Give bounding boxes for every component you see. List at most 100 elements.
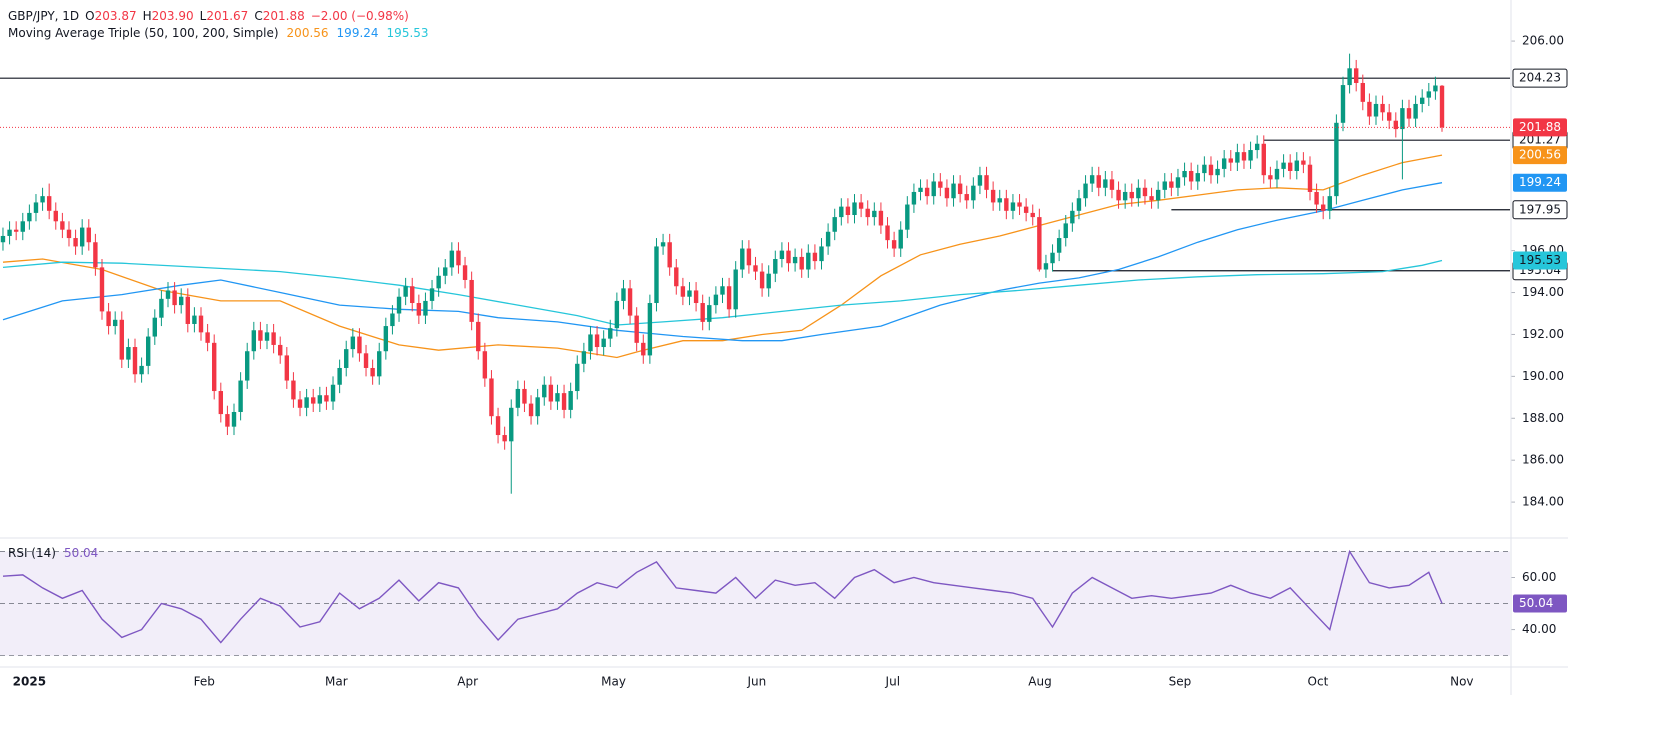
candle-body bbox=[819, 246, 824, 262]
candle-body bbox=[759, 271, 765, 289]
candle-body bbox=[885, 225, 890, 241]
candle-body bbox=[205, 332, 210, 343]
candle-body bbox=[1241, 152, 1247, 161]
candle-body bbox=[568, 391, 573, 410]
candle-body bbox=[106, 311, 111, 327]
candle-body bbox=[172, 290, 177, 306]
candle-body bbox=[647, 303, 653, 356]
candle-body bbox=[786, 250, 791, 264]
candle-body bbox=[779, 250, 785, 260]
candle-body bbox=[898, 229, 903, 249]
price-tick-label: 186.00 bbox=[1522, 453, 1564, 467]
candle-body bbox=[251, 330, 257, 352]
candle-body bbox=[542, 384, 547, 398]
candle-body bbox=[112, 319, 118, 327]
candle-body bbox=[423, 300, 428, 316]
candle-body bbox=[627, 288, 633, 316]
candle-body bbox=[693, 290, 699, 304]
ohlc-letter: H bbox=[143, 9, 152, 23]
candle-body bbox=[370, 367, 375, 377]
candle-body bbox=[1136, 187, 1141, 199]
candle-body bbox=[1155, 189, 1161, 201]
time-tick-label: 2025 bbox=[13, 675, 46, 689]
price-label-box bbox=[1513, 118, 1567, 137]
price-tick-label: 194.00 bbox=[1522, 285, 1564, 299]
ohlc-value: 203.90 bbox=[152, 9, 194, 23]
candle-body bbox=[1380, 103, 1385, 113]
candle-body bbox=[509, 407, 514, 442]
candle-body bbox=[634, 315, 639, 343]
price-tick-label: 184.00 bbox=[1522, 495, 1564, 509]
ma-value: 200.56 bbox=[287, 26, 329, 40]
candle-body bbox=[245, 351, 250, 381]
candle-body bbox=[1228, 158, 1233, 163]
candle-body bbox=[231, 411, 237, 427]
moving-average-line bbox=[2, 154, 1443, 359]
candle-body bbox=[1261, 143, 1266, 176]
ohlc-value: 201.67 bbox=[206, 9, 248, 23]
candle-body bbox=[905, 204, 910, 230]
candle-body bbox=[1221, 158, 1227, 169]
price-label: 50.04 bbox=[1519, 596, 1553, 610]
candle-body bbox=[594, 334, 600, 348]
ohlc-letter: O bbox=[85, 9, 94, 23]
candle-body bbox=[159, 298, 164, 318]
candle-body bbox=[337, 367, 342, 385]
candle-body bbox=[1413, 103, 1418, 119]
candle-body bbox=[1182, 170, 1187, 178]
time-tick-label: Sep bbox=[1169, 675, 1192, 689]
candle-body bbox=[1162, 181, 1167, 190]
candle-body bbox=[1129, 191, 1134, 199]
candle-body bbox=[330, 384, 336, 402]
candle-body bbox=[660, 242, 666, 247]
symbol-legend: GBP/JPY, 1D O203.87 H203.90 L201.67 C201.88−… bbox=[8, 9, 409, 23]
candle-body bbox=[258, 330, 263, 341]
candle-body bbox=[964, 194, 969, 201]
candle-body bbox=[1433, 85, 1438, 92]
candle-body bbox=[872, 210, 877, 218]
candle-body bbox=[1367, 101, 1372, 117]
candle-body bbox=[535, 397, 540, 417]
candle-body bbox=[33, 202, 39, 213]
moving-average-line bbox=[2, 182, 1443, 342]
candle-body bbox=[1056, 238, 1062, 253]
candle-body bbox=[291, 380, 296, 400]
candle-body bbox=[179, 296, 184, 306]
candle-body bbox=[944, 187, 950, 199]
candle-body bbox=[1070, 210, 1075, 224]
candle-body bbox=[720, 286, 725, 295]
candle-body bbox=[1340, 85, 1346, 123]
candle-body bbox=[99, 267, 105, 312]
candle-body bbox=[165, 290, 171, 299]
candle-body bbox=[792, 256, 798, 264]
candle-body bbox=[608, 328, 613, 339]
candle-body bbox=[1274, 168, 1280, 180]
candle-body bbox=[1334, 122, 1339, 197]
ma-value: 199.24 bbox=[337, 26, 379, 40]
candle-body bbox=[548, 384, 554, 402]
candle-body bbox=[198, 315, 204, 333]
candle-body bbox=[238, 380, 243, 412]
candle-body bbox=[1142, 187, 1148, 197]
ohlc-letter: C bbox=[254, 9, 262, 23]
candle-body bbox=[733, 269, 738, 310]
candle-body bbox=[1063, 223, 1068, 239]
candle-body bbox=[79, 227, 85, 247]
candle-body bbox=[1023, 206, 1029, 213]
candle-body bbox=[324, 395, 329, 402]
candle-body bbox=[0, 235, 6, 243]
candle-body bbox=[1426, 91, 1432, 98]
candle-body bbox=[1030, 212, 1035, 218]
candle-body bbox=[1116, 189, 1121, 201]
candle-body bbox=[799, 256, 804, 270]
candle-body bbox=[1248, 150, 1253, 161]
candle-body bbox=[845, 206, 851, 216]
price-label-box bbox=[1513, 594, 1567, 613]
candle-body bbox=[66, 229, 72, 239]
candle-body bbox=[878, 210, 884, 226]
candle-body bbox=[1195, 173, 1200, 182]
candle-body bbox=[449, 250, 455, 268]
candle-body bbox=[753, 265, 758, 272]
candle-body bbox=[396, 296, 402, 314]
candle-body bbox=[363, 353, 369, 368]
